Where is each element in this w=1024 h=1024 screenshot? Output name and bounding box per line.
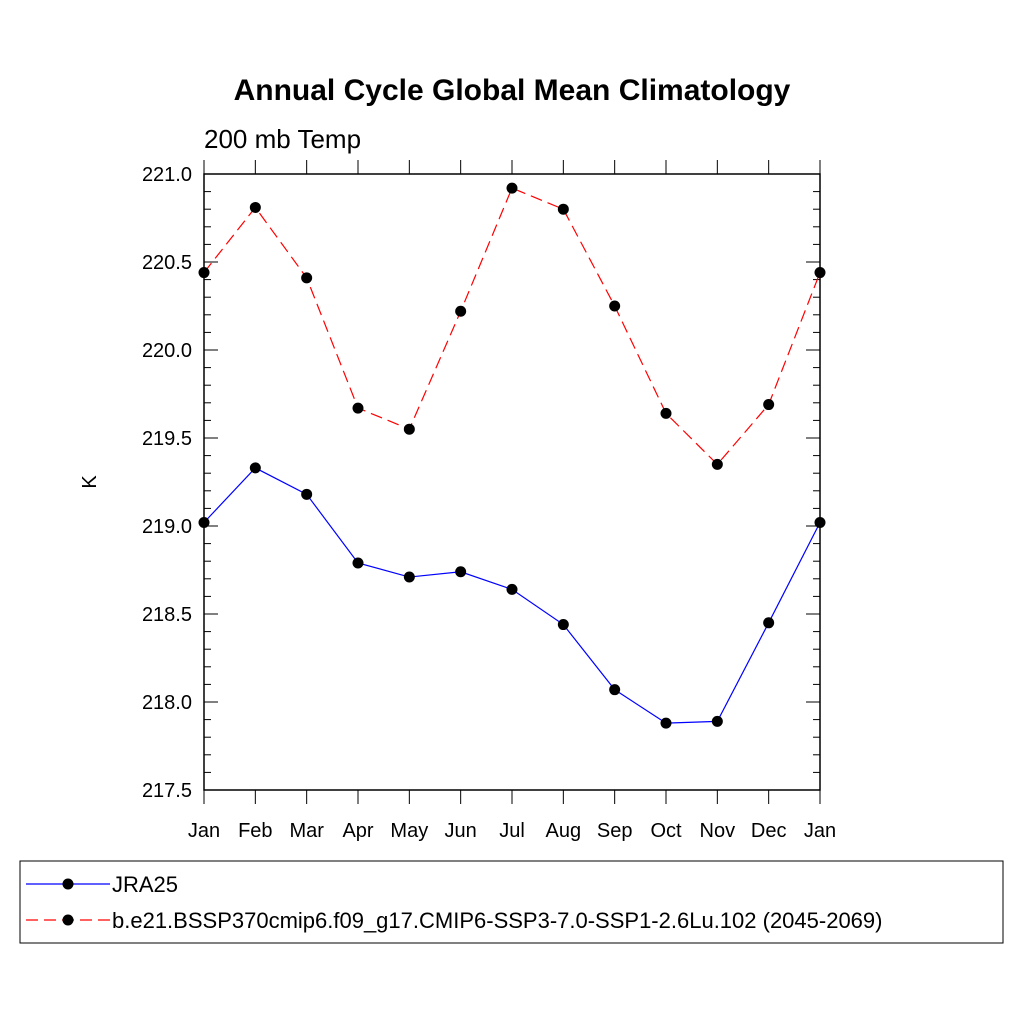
data-point <box>403 571 415 583</box>
x-tick-label: Nov <box>700 820 736 842</box>
x-tick-label: Jan <box>804 820 836 842</box>
x-tick-label: Apr <box>342 820 373 842</box>
y-tick-label: 221.0 <box>142 164 192 186</box>
data-point <box>814 516 826 528</box>
data-point <box>198 516 210 528</box>
data-point <box>711 715 723 727</box>
data-point <box>198 267 210 279</box>
y-tick-label: 220.5 <box>142 252 192 274</box>
series-line-1 <box>203 187 821 466</box>
data-point <box>249 462 261 474</box>
legend: JRA25 b.e21.BSSP370cmip6.f09_g17.CMIP6-SS… <box>19 860 1004 944</box>
data-point <box>506 583 518 595</box>
data-point <box>301 488 313 500</box>
data-point <box>403 423 415 435</box>
data-point <box>301 272 313 284</box>
x-tick-label: Mar <box>289 820 324 842</box>
data-point <box>609 300 621 312</box>
data-point <box>557 203 569 215</box>
y-tick-label: 217.5 <box>142 780 192 802</box>
data-point <box>249 201 261 213</box>
data-point <box>557 619 569 631</box>
y-axis-label: K <box>79 475 101 489</box>
y-tick-label: 219.0 <box>142 516 192 538</box>
chart-title: Annual Cycle Global Mean Climatology <box>233 74 791 107</box>
data-point <box>763 617 775 629</box>
y-tick-label: 219.5 <box>142 428 192 450</box>
x-tick-label: Jan <box>188 820 220 842</box>
axis-ticks: 221.0 220.5 220.0 219.5 219.0 218.5 218.0 217.5… <box>142 160 836 842</box>
x-tick-label: Sep <box>597 820 633 842</box>
series-line-0 <box>203 467 821 724</box>
x-tick-label: Jun <box>445 820 477 842</box>
data-point <box>763 399 775 411</box>
legend-box <box>19 860 1004 944</box>
x-tick-label: Jul <box>499 820 525 842</box>
data-point <box>455 566 467 578</box>
data-point <box>609 684 621 696</box>
x-tick-label: May <box>390 820 428 842</box>
plot-frame <box>203 173 821 791</box>
data-point <box>455 305 467 317</box>
data-point <box>660 407 672 419</box>
data-point <box>711 458 723 470</box>
chart-subtitle: 200 mb Temp <box>204 124 362 154</box>
data-point <box>660 717 672 729</box>
data-point <box>506 182 518 194</box>
y-tick-label: 218.0 <box>142 692 192 714</box>
x-tick-label: Dec <box>751 820 787 842</box>
data-point <box>352 402 364 414</box>
legend-label-1: b.e21.BSSP370cmip6.f09_g17.CMIP6-SSP3-7.… <box>112 908 882 933</box>
x-tick-label: Feb <box>238 820 272 842</box>
data-point <box>352 557 364 569</box>
y-tick-label: 220.0 <box>142 340 192 362</box>
legend-marker-1 <box>62 914 74 926</box>
x-tick-label: Oct <box>650 820 682 842</box>
legend-marker-0 <box>62 878 74 890</box>
series-layer <box>198 182 826 729</box>
y-tick-label: 218.5 <box>142 604 192 626</box>
data-point <box>814 267 826 279</box>
x-tick-label: Aug <box>546 820 582 842</box>
legend-label-0: JRA25 <box>112 872 178 897</box>
